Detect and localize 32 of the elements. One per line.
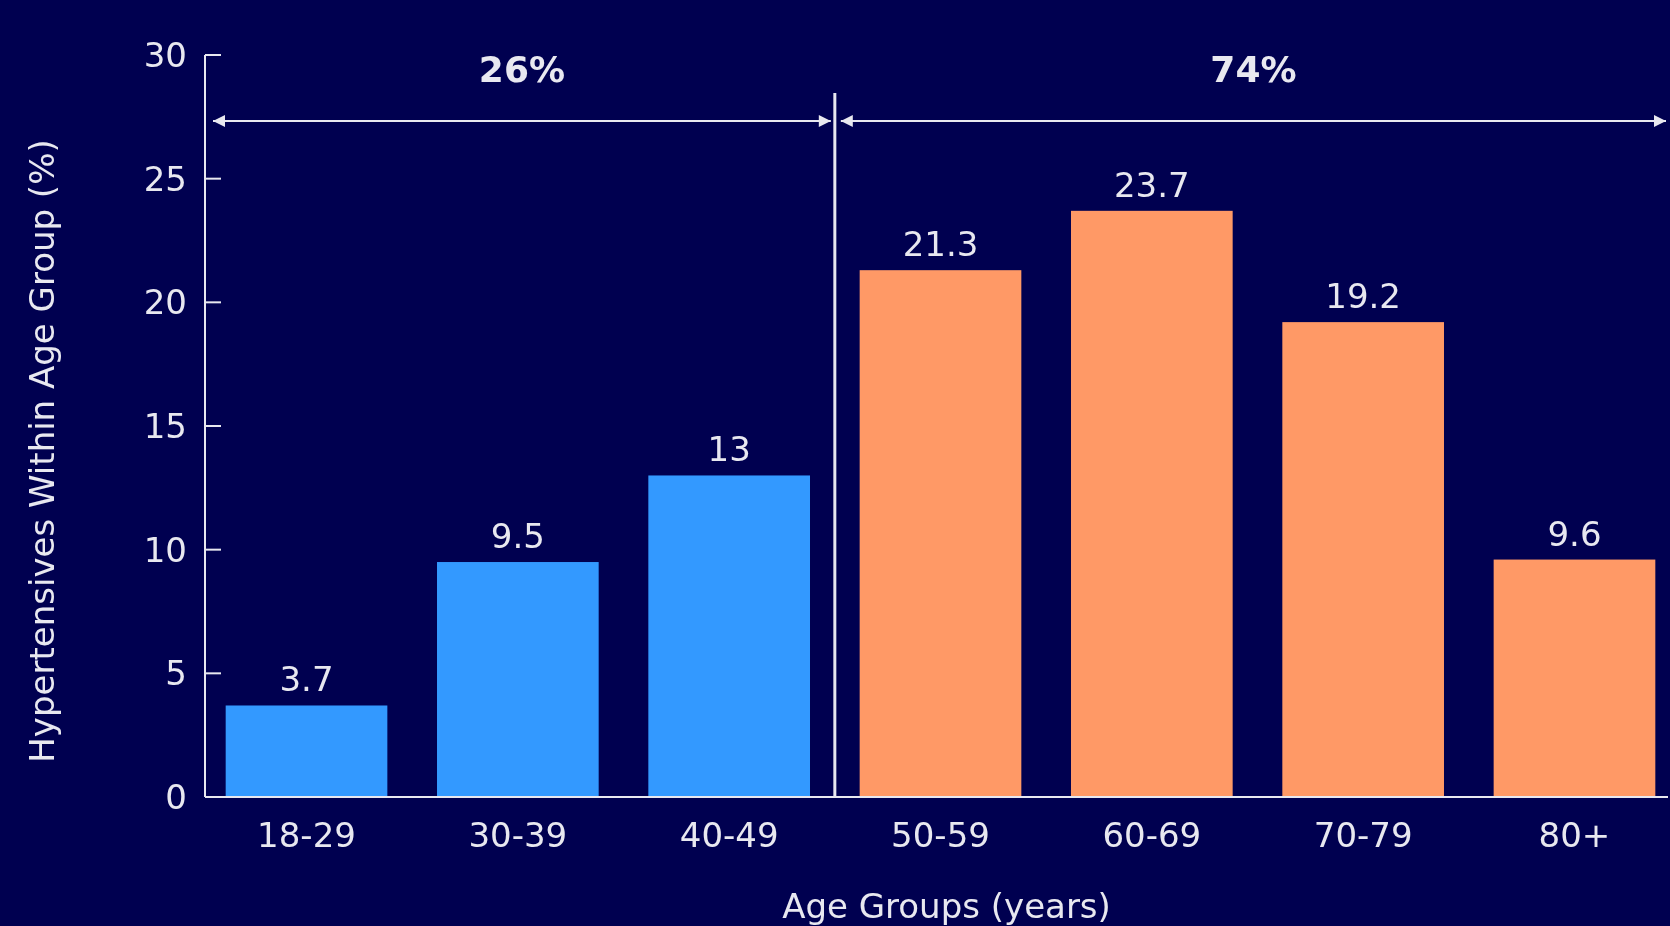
bar [859, 270, 1022, 797]
y-tick-label: 0 [165, 776, 187, 817]
data-label: 3.7 [279, 659, 334, 700]
x-tick-label: 60-69 [1102, 815, 1202, 855]
x-tick-label: 18-29 [257, 815, 356, 855]
data-label: 9.6 [1547, 513, 1602, 554]
x-tick-label: 30-39 [468, 815, 568, 855]
bar [225, 705, 388, 797]
data-label: 21.3 [902, 224, 979, 265]
y-tick-label: 5 [165, 653, 187, 694]
x-tick-label: 80+ [1538, 815, 1611, 855]
y-tick-label: 30 [143, 34, 187, 75]
annotation: 74% [1210, 49, 1297, 90]
y-axis-title: Hypertensives Within Age Group (%) [22, 139, 62, 763]
data-label: 23.7 [1113, 164, 1190, 205]
y-tick-label: 25 [143, 158, 187, 199]
annotation: 26% [478, 49, 565, 90]
x-tick-label: 50-59 [891, 815, 990, 855]
y-tick-label: 20 [143, 282, 187, 323]
x-tick-label: 40-49 [679, 815, 779, 855]
bar [437, 562, 599, 797]
bar [1493, 559, 1656, 797]
bar [1282, 322, 1444, 797]
x-tick-label: 70-79 [1313, 815, 1413, 855]
data-label: 13 [707, 429, 751, 470]
y-tick-label: 10 [143, 529, 187, 570]
bar [648, 475, 811, 797]
y-tick-label: 15 [143, 405, 187, 446]
x-axis-title: Age Groups (years) [782, 886, 1111, 926]
bar [1071, 210, 1233, 797]
data-label: 9.5 [490, 516, 545, 557]
data-label: 19.2 [1325, 276, 1402, 317]
